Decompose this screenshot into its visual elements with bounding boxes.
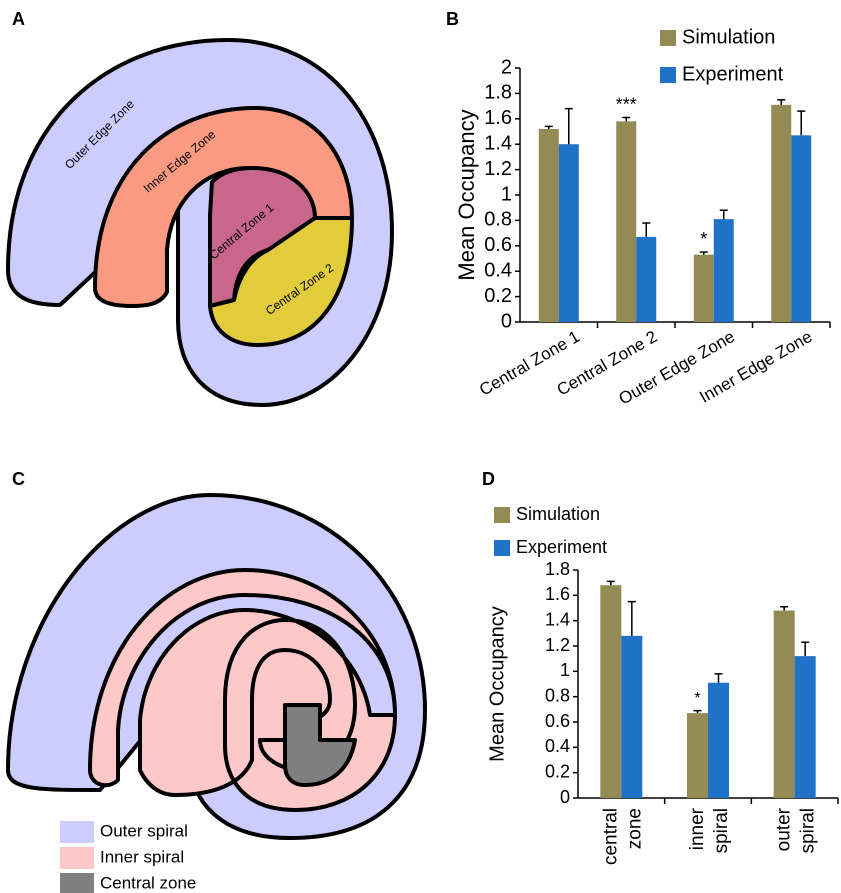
error-bar xyxy=(801,642,809,656)
bar xyxy=(708,683,729,798)
panel-label: B xyxy=(446,9,459,29)
y-tick-label: 0.6 xyxy=(545,711,570,731)
x-tick-label: spiral xyxy=(711,808,732,853)
y-tick-label: 1 xyxy=(501,183,512,205)
bar xyxy=(539,129,559,322)
bar xyxy=(795,656,816,798)
legend-label: Experiment xyxy=(682,63,784,85)
significance-label: *** xyxy=(616,94,637,114)
y-tick-label: 1.4 xyxy=(545,609,570,629)
bar xyxy=(774,611,795,798)
bar xyxy=(616,121,636,322)
y-tick-label: 0.8 xyxy=(545,685,570,705)
significance-label: * xyxy=(700,229,707,249)
x-tick-label: inner xyxy=(687,807,708,850)
error-bar xyxy=(715,674,723,683)
legend-label: Experiment xyxy=(516,537,607,557)
legend-swatch xyxy=(660,30,676,46)
legend-swatch xyxy=(660,67,676,83)
legend-swatch xyxy=(494,507,510,523)
y-axis-label: Mean Occupancy xyxy=(486,606,508,762)
y-tick-label: 0.4 xyxy=(484,259,512,281)
significance-label: * xyxy=(694,690,700,707)
legend-swatch xyxy=(60,873,94,893)
y-tick-label: 1.6 xyxy=(484,107,512,129)
legend-label: Simulation xyxy=(682,26,775,48)
y-tick-label: 1.8 xyxy=(545,559,570,579)
y-tick-label: 1.8 xyxy=(484,82,512,104)
error-bar xyxy=(780,607,788,611)
y-tick-label: 0.6 xyxy=(484,234,512,256)
legend-label: Simulation xyxy=(516,504,600,524)
bar xyxy=(694,255,714,322)
y-axis-label: Mean Occupancy xyxy=(454,109,479,280)
y-tick-label: 1.2 xyxy=(484,158,512,180)
diagram-a: Outer Edge Zone Inner Edge Zone Central … xyxy=(8,40,392,405)
y-tick-label: 0.8 xyxy=(484,209,512,231)
error-bar xyxy=(797,111,805,135)
y-tick-label: 1.6 xyxy=(545,584,570,604)
error-bar xyxy=(565,109,573,145)
bar xyxy=(636,237,656,322)
error-bar xyxy=(642,223,650,237)
y-tick-label: 0.2 xyxy=(484,285,512,307)
legend-swatch xyxy=(60,821,94,843)
y-tick-label: 1 xyxy=(560,660,570,680)
bar xyxy=(791,135,811,322)
bar xyxy=(559,144,579,322)
legend-swatch xyxy=(494,540,510,556)
error-bar xyxy=(694,711,702,714)
panel-label: D xyxy=(482,469,495,489)
legend-swatch xyxy=(60,847,94,869)
error-bar xyxy=(720,210,728,219)
bar xyxy=(771,105,791,322)
bar xyxy=(687,713,708,798)
bar xyxy=(600,585,621,798)
y-tick-label: 0 xyxy=(560,787,570,807)
bar xyxy=(621,636,642,798)
bar xyxy=(714,219,734,322)
x-tick-label: central xyxy=(600,808,621,865)
y-tick-label: 1.4 xyxy=(484,132,512,154)
error-bar xyxy=(777,100,785,105)
x-tick-label: zone xyxy=(624,808,645,849)
x-tick-label: outer xyxy=(774,807,795,851)
y-tick-label: 2 xyxy=(501,56,512,78)
error-bar xyxy=(622,118,630,122)
diagram-c: Outer spiral Inner spiral Central zone xyxy=(8,495,425,893)
panel-label: C xyxy=(12,469,25,489)
legend-label: Inner spiral xyxy=(100,847,184,866)
error-bar xyxy=(628,602,636,636)
error-bar xyxy=(545,126,553,129)
y-tick-label: 1.2 xyxy=(545,635,570,655)
error-bar xyxy=(700,252,708,255)
panel-label: A xyxy=(12,9,25,29)
error-bar xyxy=(607,581,615,585)
y-tick-label: 0 xyxy=(501,310,512,332)
legend-label: Central zone xyxy=(100,873,196,892)
legend: Outer spiral Inner spiral Central zone xyxy=(60,821,196,893)
x-tick-label: spiral xyxy=(798,808,819,853)
y-tick-label: 0.4 xyxy=(545,736,570,756)
y-tick-label: 0.2 xyxy=(545,761,570,781)
figure: A B C D Outer Edge Zone Inner Edge Zone … xyxy=(0,0,841,893)
legend-label: Outer spiral xyxy=(100,821,188,840)
